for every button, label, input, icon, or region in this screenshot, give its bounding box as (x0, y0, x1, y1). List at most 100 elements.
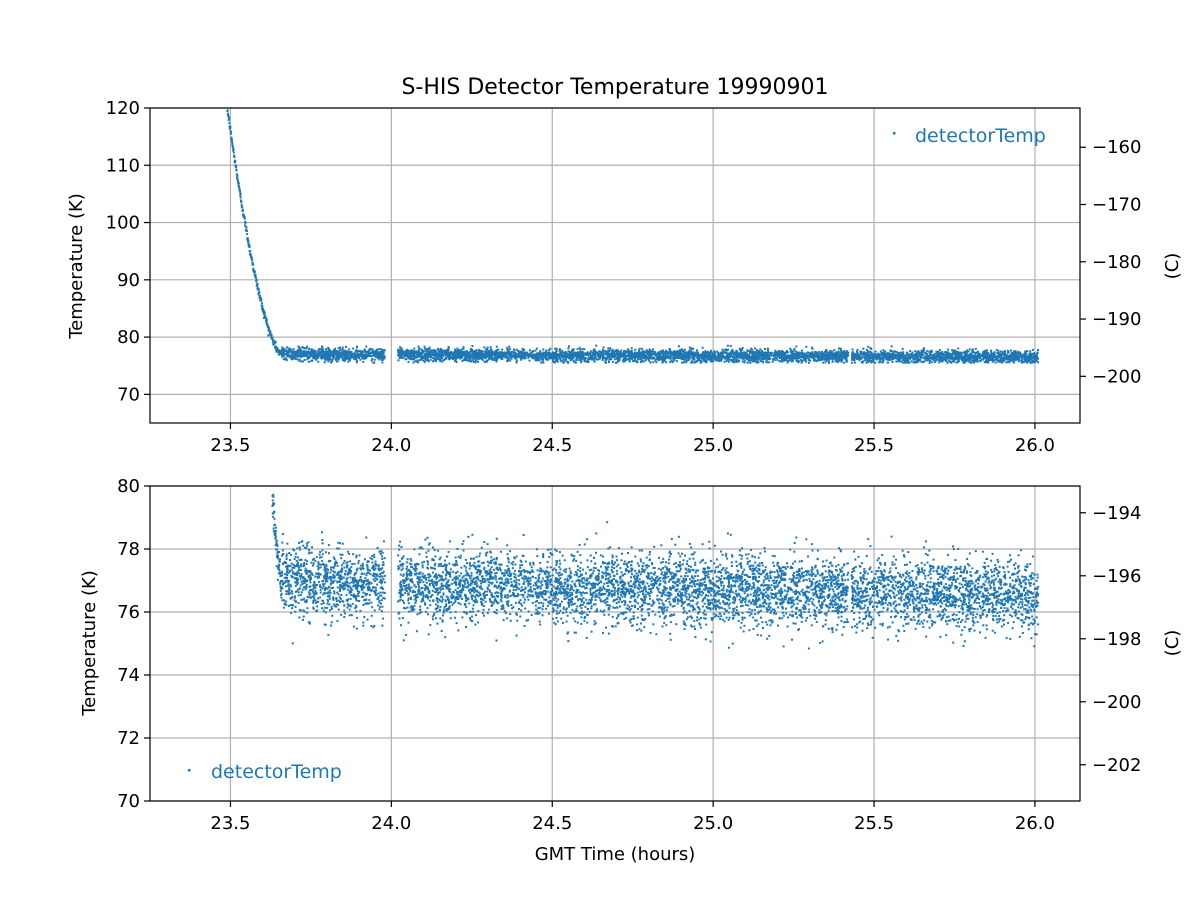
data-point (433, 353, 436, 356)
data-point (552, 358, 555, 361)
data-point (817, 356, 820, 359)
data-point (873, 352, 876, 355)
data-point (995, 357, 998, 360)
data-point (893, 350, 896, 353)
data-point (341, 346, 344, 349)
data-point (401, 351, 404, 354)
data-point (956, 358, 959, 361)
data-point (995, 349, 998, 352)
data-point (441, 349, 444, 352)
data-point (830, 351, 833, 354)
data-point (466, 352, 469, 355)
data-point (766, 355, 769, 357)
data-point (882, 352, 885, 355)
data-point (617, 352, 620, 355)
data-point (719, 351, 722, 354)
data-point (905, 361, 908, 364)
data-point (414, 355, 417, 358)
data-point (1029, 350, 1032, 353)
data-point (987, 361, 990, 364)
data-point (264, 315, 267, 318)
data-point (696, 354, 699, 357)
data-point (617, 357, 620, 360)
data-point (561, 351, 564, 354)
data-point (873, 361, 876, 364)
data-point (677, 356, 680, 359)
data-point (607, 355, 609, 358)
data-point (877, 352, 880, 355)
data-point (308, 352, 311, 355)
data-point (833, 355, 836, 358)
data-point (307, 360, 310, 363)
data-point (976, 360, 979, 363)
data-point (991, 358, 994, 361)
data-point (287, 349, 290, 352)
data-point (574, 361, 577, 364)
data-point (999, 354, 1002, 357)
data-point (417, 345, 420, 348)
data-point (830, 354, 833, 357)
data-point (539, 354, 542, 357)
data-point (785, 356, 788, 359)
data-point (770, 354, 773, 357)
data-point (285, 359, 288, 362)
data-point (254, 274, 257, 276)
data-point (842, 356, 845, 359)
data-point (757, 361, 760, 364)
data-point (675, 360, 678, 363)
data-point (903, 358, 906, 361)
data-point (630, 347, 633, 350)
data-point (251, 261, 254, 264)
data-point (869, 351, 872, 353)
data-point (286, 355, 289, 358)
data-point (1029, 356, 1032, 359)
data-point (356, 351, 359, 354)
data-point (838, 354, 841, 357)
data-point (985, 349, 988, 352)
data-point (650, 351, 653, 354)
data-point (679, 351, 682, 354)
data-point (374, 354, 377, 357)
data-point (510, 350, 513, 353)
data-point (243, 216, 246, 219)
data-point (236, 173, 239, 176)
data-point (527, 353, 530, 356)
data-point (652, 350, 655, 353)
data-point (464, 359, 467, 362)
data-point (379, 352, 382, 355)
data-point (493, 354, 496, 357)
data-point (241, 208, 244, 211)
data-point (235, 166, 238, 168)
data-point (889, 349, 892, 352)
data-point (622, 360, 625, 363)
data-point (795, 358, 798, 361)
data-point (963, 361, 966, 364)
data-point (454, 355, 457, 357)
data-point (807, 361, 810, 364)
data-point (527, 355, 530, 358)
data-point (457, 349, 460, 351)
data-point (782, 352, 784, 355)
data-point (933, 357, 936, 360)
data-point (829, 350, 832, 353)
data-point (1001, 359, 1003, 362)
data-point (742, 354, 745, 357)
data-point (997, 359, 1000, 362)
data-point (1031, 348, 1034, 351)
data-point (859, 350, 862, 353)
data-point (501, 352, 504, 354)
data-point (634, 351, 637, 354)
data-point (719, 355, 722, 358)
data-point (958, 355, 961, 358)
data-point (694, 353, 697, 356)
data-point (990, 359, 992, 361)
data-point (428, 346, 431, 349)
data-point (357, 350, 360, 353)
data-point (260, 298, 263, 301)
data-point (915, 354, 918, 357)
data-point (803, 353, 806, 356)
data-point (893, 354, 896, 357)
data-point (260, 302, 263, 305)
data-point (645, 352, 648, 355)
data-point (274, 341, 277, 344)
